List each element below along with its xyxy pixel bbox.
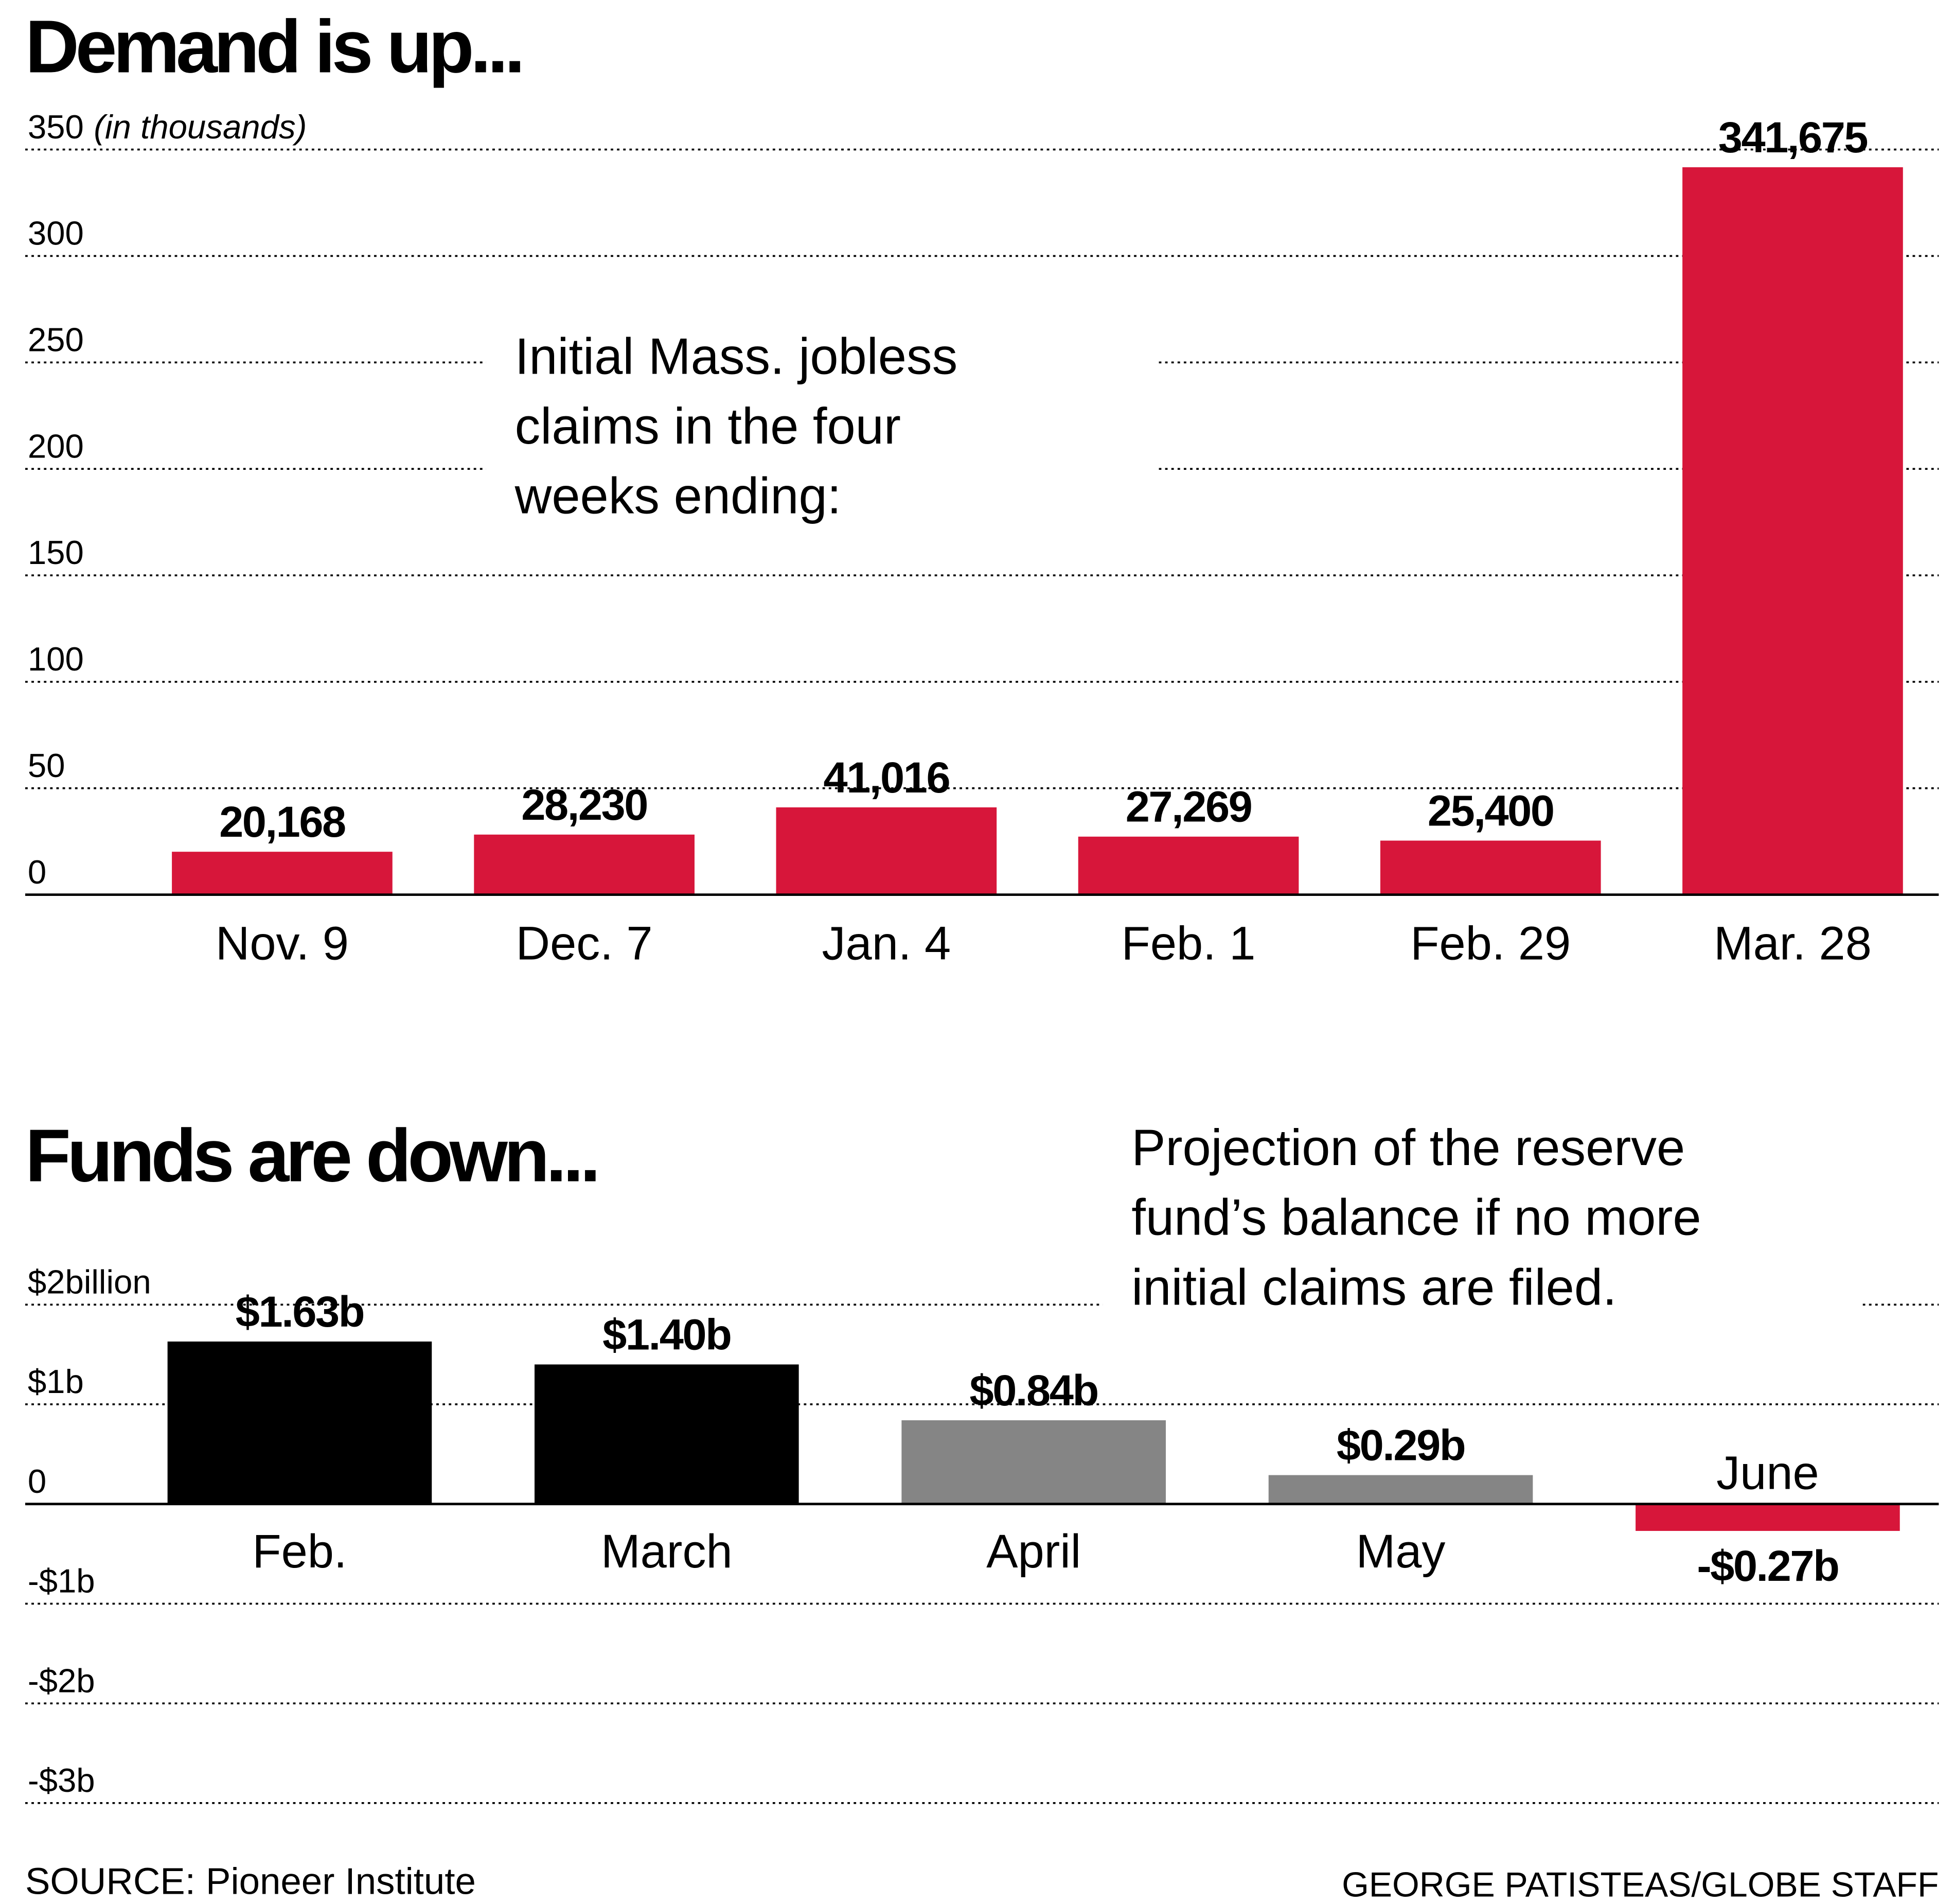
value-label: 20,168 <box>219 797 345 846</box>
value-label: 41,016 <box>823 753 949 802</box>
x-tick-label: May <box>1356 1525 1446 1578</box>
y-tick-label: 300 <box>28 215 84 252</box>
annotation-bg <box>1103 1109 1863 1324</box>
bar <box>1268 1475 1533 1504</box>
annotation: claims in the four <box>515 398 901 455</box>
bar <box>1078 836 1299 895</box>
label-bg <box>237 1523 362 1580</box>
annotation: Projection of the reserve <box>1131 1119 1685 1176</box>
value-label: 341,675 <box>1718 113 1868 162</box>
x-tick-label: March <box>601 1525 733 1578</box>
bar <box>474 834 695 895</box>
annotation-bg <box>486 326 1159 501</box>
label-bg <box>1341 1523 1461 1580</box>
y-tick-label: 250 <box>28 321 84 359</box>
value-label: $1.40b <box>602 1310 731 1359</box>
annotation: initial claims are filed. <box>1131 1259 1617 1316</box>
credit: GEORGE PATISTEAS/GLOBE STAFF <box>1342 1865 1939 1904</box>
x-tick-label: Jan. 4 <box>822 918 951 970</box>
value-label: 27,269 <box>1126 782 1252 831</box>
bar <box>776 807 997 895</box>
x-tick-label: Feb. 1 <box>1122 918 1256 970</box>
y-tick-label: 200 <box>28 427 84 465</box>
bar <box>535 1364 799 1504</box>
x-tick-label: Nov. 9 <box>216 918 349 970</box>
y-tick-label: 50 <box>28 747 65 784</box>
value-label: 28,230 <box>521 780 647 829</box>
value-label: 25,400 <box>1428 786 1554 835</box>
y-tick-label: $2billion <box>28 1263 151 1300</box>
y-tick-label: 350 <box>28 108 84 146</box>
y-tick-label: $1b <box>28 1363 84 1400</box>
label-bg <box>971 1523 1096 1580</box>
bar <box>901 1420 1166 1504</box>
x-tick-label: Dec. 7 <box>516 918 653 970</box>
x-tick-label: Feb. 29 <box>1410 918 1571 970</box>
source: SOURCE: Pioneer Institute <box>25 1861 476 1902</box>
bar <box>167 1341 432 1504</box>
y-tick-label: -$2b <box>28 1662 95 1699</box>
label-bg <box>585 1523 748 1580</box>
annotation: fund’s balance if no more <box>1131 1189 1701 1246</box>
x-tick-label: Mar. 28 <box>1714 918 1872 970</box>
y-axis-label: (in thousands) <box>94 108 307 146</box>
annotation: weeks ending: <box>514 468 842 525</box>
chart-title: Funds are down... <box>25 1114 597 1197</box>
x-tick-label: June <box>1716 1447 1819 1500</box>
x-tick-label: April <box>986 1525 1081 1578</box>
value-label: $1.63b <box>236 1287 364 1336</box>
bar <box>172 852 393 895</box>
chart-title: Demand is up... <box>25 4 522 88</box>
value-label: -$0.27b <box>1697 1541 1838 1590</box>
value-label: $0.29b <box>1337 1420 1465 1469</box>
y-tick-label: 0 <box>28 853 46 891</box>
x-tick-label: Feb. <box>252 1525 347 1578</box>
value-label: $0.84b <box>970 1366 1098 1415</box>
y-tick-label: 0 <box>28 1462 46 1500</box>
y-tick-label: -$3b <box>28 1761 95 1799</box>
y-tick-label: 100 <box>28 640 84 678</box>
bar <box>1380 840 1601 895</box>
y-tick-label: 150 <box>28 534 84 571</box>
y-tick-label: -$1b <box>28 1562 95 1600</box>
annotation: Initial Mass. jobless <box>515 328 958 385</box>
bar <box>1682 167 1903 895</box>
bar <box>1636 1504 1900 1531</box>
